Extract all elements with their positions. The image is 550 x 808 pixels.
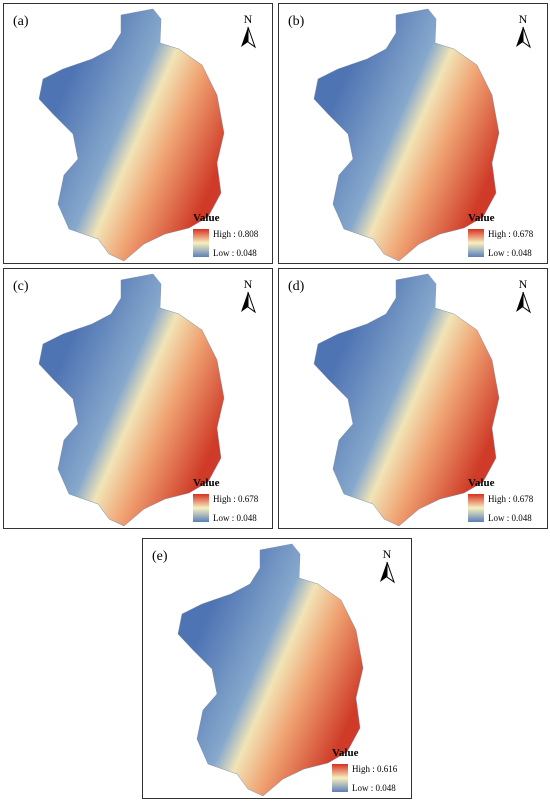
study-area-map: [313, 8, 500, 262]
north-arrow: [516, 27, 523, 47]
legend-title: Value: [332, 747, 359, 759]
map-panel: (a) N Value High : 0.808 Low : 0.048: [3, 3, 273, 264]
legend-high: High : 0.808: [213, 229, 259, 239]
map-panel: (c) N Value High : 0.678 Low : 0.048: [3, 268, 273, 529]
map-panel: (b) N Value High : 0.678 Low : 0.048: [278, 3, 548, 264]
study-area-map: [313, 273, 500, 527]
north-arrow: [522, 291, 531, 314]
legend-low: Low : 0.048: [488, 248, 532, 258]
legend-title: Value: [468, 212, 495, 224]
legend-gradient: [468, 229, 484, 257]
legend-high: High : 0.678: [213, 494, 259, 504]
panel-label: (d): [288, 279, 305, 294]
study-area-map: [177, 543, 364, 797]
study-area-map: [38, 8, 225, 262]
legend-low: Low : 0.048: [213, 248, 257, 258]
north-arrow: [522, 26, 531, 49]
north-arrow: [380, 562, 387, 582]
legend-title: Value: [193, 212, 220, 224]
panel-label: (b): [288, 14, 305, 29]
legend-gradient: [193, 229, 209, 257]
map-panel: (d) N Value High : 0.678 Low : 0.048: [278, 268, 548, 529]
legend-low: Low : 0.048: [352, 783, 396, 793]
legend-gradient: [332, 764, 348, 792]
north-arrow: [386, 561, 395, 584]
north-arrow: [247, 291, 256, 314]
north-label: N: [244, 12, 253, 26]
map-panel: (e) N Value High : 0.616 Low : 0.048: [142, 538, 412, 799]
legend-high: High : 0.678: [488, 229, 534, 239]
legend-gradient: [468, 494, 484, 522]
legend-title: Value: [468, 477, 495, 489]
panel-label: (a): [13, 14, 29, 29]
legend-title: Value: [193, 477, 220, 489]
legend-low: Low : 0.048: [213, 513, 257, 523]
north-label: N: [244, 277, 253, 291]
north-label: N: [383, 547, 392, 561]
legend-high: High : 0.616: [352, 764, 398, 774]
north-label: N: [519, 12, 528, 26]
north-arrow: [241, 27, 248, 47]
panel-label: (c): [13, 279, 29, 294]
legend-low: Low : 0.048: [488, 513, 532, 523]
study-area-map: [38, 273, 225, 527]
north-arrow: [516, 292, 523, 312]
north-label: N: [519, 277, 528, 291]
legend-gradient: [193, 494, 209, 522]
panel-label: (e): [152, 549, 168, 564]
north-arrow: [247, 26, 256, 49]
legend-high: High : 0.678: [488, 494, 534, 504]
north-arrow: [241, 292, 248, 312]
